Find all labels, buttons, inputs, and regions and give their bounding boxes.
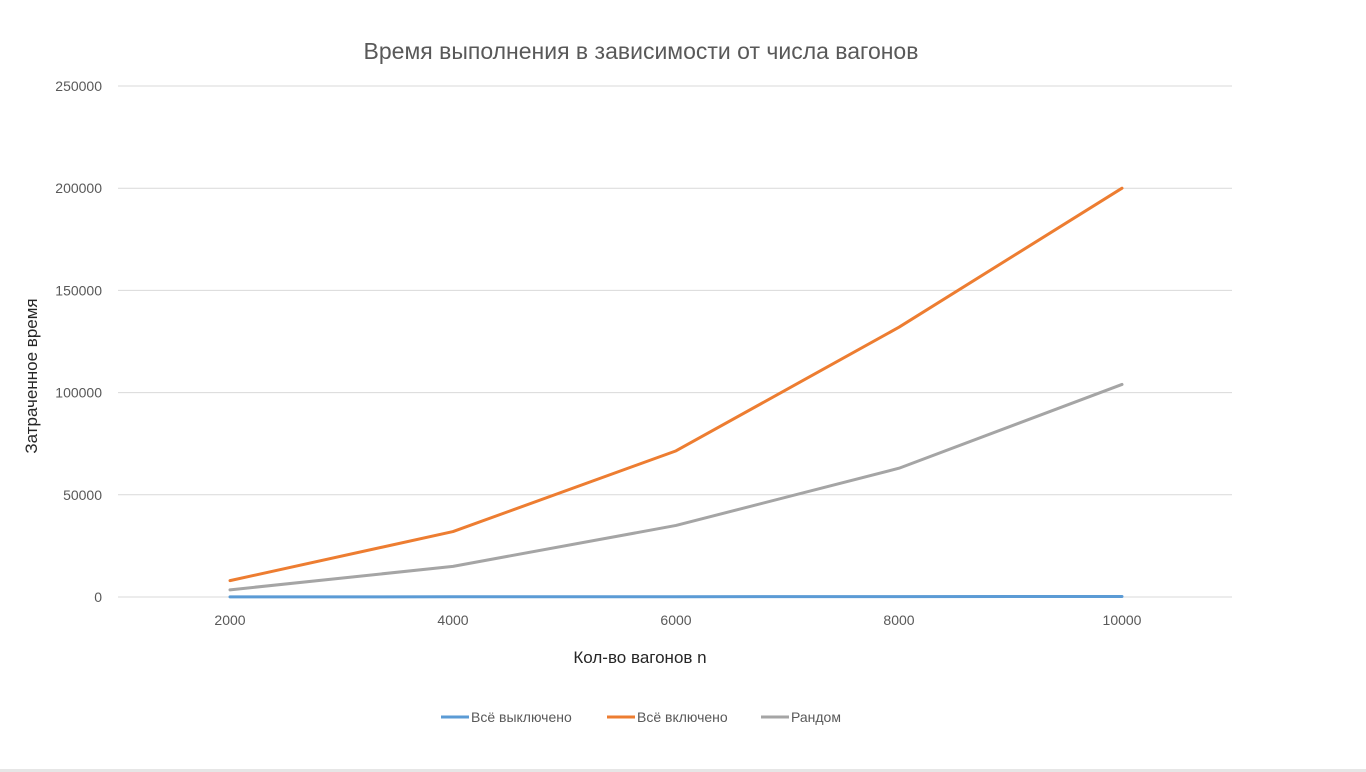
series-line-1 — [228, 186, 1124, 583]
x-tick-label: 4000 — [437, 612, 468, 628]
gridlines — [118, 85, 1232, 598]
legend-label-2: Рандом — [791, 709, 841, 725]
x-tick-label: 6000 — [660, 612, 691, 628]
y-axis-title: Затраченное время — [22, 298, 41, 453]
series-line-2 — [228, 382, 1124, 592]
bottom-divider — [0, 769, 1366, 772]
y-tick-label: 100000 — [55, 385, 102, 401]
x-tick-label: 2000 — [214, 612, 245, 628]
legend: Всё выключено Всё включено Рандом — [441, 709, 841, 725]
x-axis-title: Кол-во вагонов n — [573, 648, 706, 667]
y-tick-label: 200000 — [55, 180, 102, 196]
y-axis-tick-labels: 0 50000 100000 150000 200000 250000 — [55, 78, 102, 605]
series-lines — [228, 186, 1124, 599]
x-axis-tick-labels: 2000 4000 6000 8000 10000 — [214, 612, 1141, 628]
x-tick-label: 8000 — [883, 612, 914, 628]
y-tick-label: 50000 — [63, 487, 102, 503]
legend-label-0: Всё выключено — [471, 709, 572, 725]
legend-label-1: Всё включено — [637, 709, 728, 725]
y-tick-label: 250000 — [55, 78, 102, 94]
y-tick-label: 0 — [94, 589, 102, 605]
y-tick-label: 150000 — [55, 282, 102, 298]
chart-title: Время выполнения в зависимости от числа … — [364, 38, 919, 64]
x-tick-label: 10000 — [1103, 612, 1142, 628]
